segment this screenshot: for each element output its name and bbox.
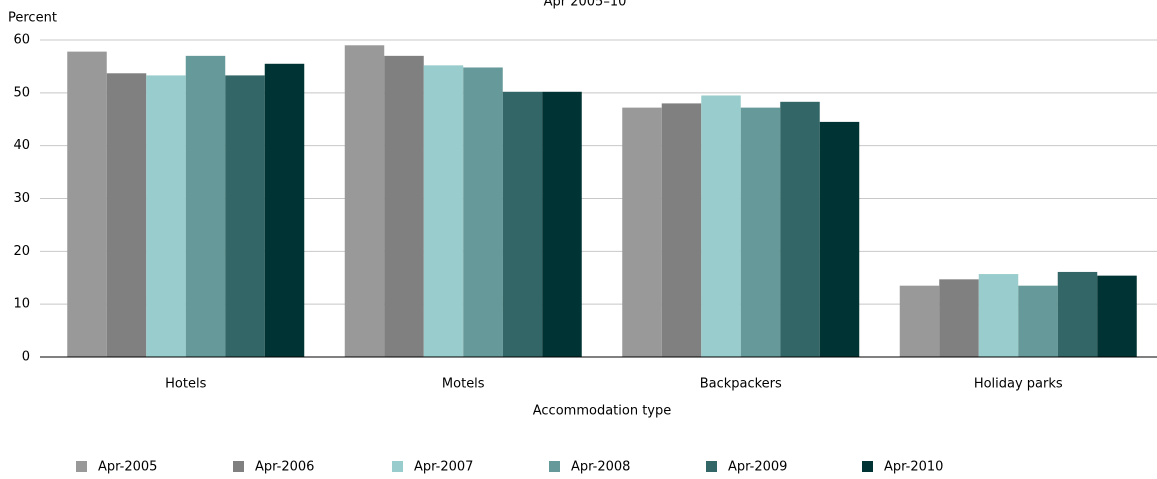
x-tick-label: Backpackers bbox=[700, 377, 782, 392]
x-axis-title: Accommodation type bbox=[533, 404, 672, 419]
bar bbox=[978, 274, 1019, 357]
bar bbox=[264, 63, 305, 358]
bar bbox=[1097, 275, 1137, 357]
legend-swatch bbox=[233, 461, 244, 472]
legend-label: Apr-2006 bbox=[255, 460, 314, 475]
y-axis-title: Percent bbox=[8, 11, 57, 26]
bar bbox=[661, 103, 702, 358]
y-tick-label: 20 bbox=[13, 244, 30, 259]
bar bbox=[146, 75, 186, 358]
bar bbox=[225, 75, 265, 358]
bar bbox=[780, 101, 820, 357]
legend-swatch bbox=[862, 461, 873, 472]
legend-label: Apr-2007 bbox=[414, 460, 473, 475]
legend-swatch bbox=[549, 461, 560, 472]
y-tick-label: 30 bbox=[13, 191, 30, 206]
bar bbox=[185, 55, 226, 357]
bar bbox=[939, 279, 979, 357]
bar bbox=[542, 91, 582, 357]
x-tick-label: Hotels bbox=[165, 377, 206, 392]
bar bbox=[106, 73, 147, 357]
chart-title: Apr 2005–10 bbox=[544, 0, 627, 10]
bar bbox=[384, 55, 424, 357]
bar bbox=[740, 107, 781, 357]
legend-label: Apr-2005 bbox=[98, 460, 157, 475]
legend-label: Apr-2009 bbox=[728, 460, 787, 475]
x-tick-label: Holiday parks bbox=[974, 377, 1063, 392]
bar bbox=[423, 65, 464, 358]
bar bbox=[1057, 271, 1098, 357]
bar bbox=[67, 51, 107, 358]
bar bbox=[701, 95, 741, 357]
legend-label: Apr-2010 bbox=[884, 460, 943, 475]
y-tick-label: 10 bbox=[13, 297, 30, 312]
bar bbox=[463, 67, 503, 358]
y-tick-label: 50 bbox=[13, 85, 30, 100]
legend-label: Apr-2008 bbox=[571, 460, 630, 475]
bar bbox=[819, 121, 860, 358]
legend-swatch bbox=[706, 461, 717, 472]
y-tick-label: 40 bbox=[13, 138, 30, 153]
bar bbox=[344, 45, 385, 358]
bar bbox=[502, 91, 543, 357]
legend-swatch bbox=[392, 461, 403, 472]
y-tick-label: 60 bbox=[13, 33, 30, 48]
legend-swatch bbox=[76, 461, 87, 472]
bar bbox=[622, 107, 662, 357]
y-tick-label: 0 bbox=[22, 350, 30, 365]
bar bbox=[899, 285, 940, 357]
x-tick-label: Motels bbox=[442, 377, 485, 392]
bar bbox=[1018, 285, 1058, 357]
